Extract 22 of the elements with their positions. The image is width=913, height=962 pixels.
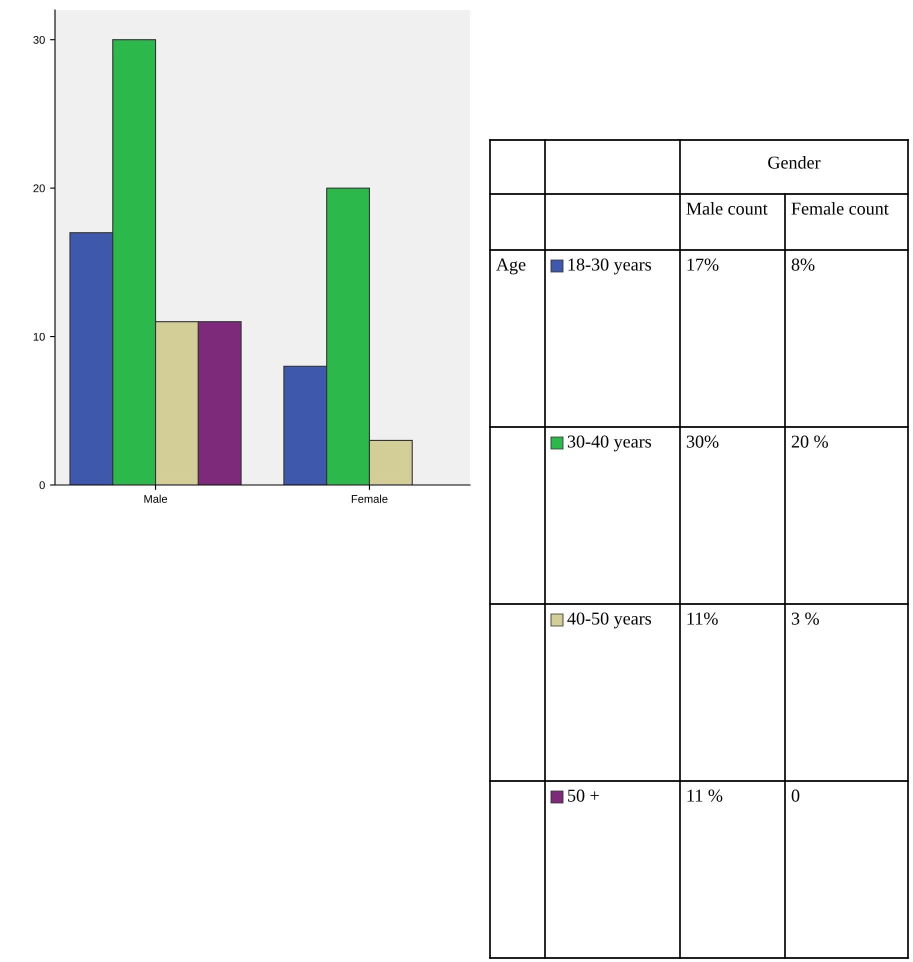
text: 0 (792, 790, 800, 802)
legend-label: 18-30 years (568, 258, 652, 274)
text: 11 % (688, 790, 722, 802)
text: Gender (768, 156, 820, 169)
text: Age (496, 258, 526, 274)
x-tick-label: Male (144, 494, 168, 503)
text: 20 % (792, 436, 828, 448)
y-tick-label: 20 (33, 184, 45, 192)
text: 3 % (792, 612, 819, 625)
text: 30% (686, 436, 718, 448)
legend-label: 50 + (568, 790, 599, 802)
text: Male count (686, 202, 768, 215)
y-tick-label: 10 (34, 332, 45, 341)
text: 11% (688, 612, 718, 625)
text: Female count (792, 202, 889, 215)
y-tick-label: 0 (40, 481, 45, 490)
y-tick-label: 30 (33, 36, 45, 44)
legend-label: 30-40 years (568, 435, 652, 452)
x-tick-label: Female (352, 494, 388, 503)
text: 17% (688, 258, 718, 271)
text: 8% (792, 258, 814, 271)
legend-label: 40-50 years (567, 612, 652, 628)
